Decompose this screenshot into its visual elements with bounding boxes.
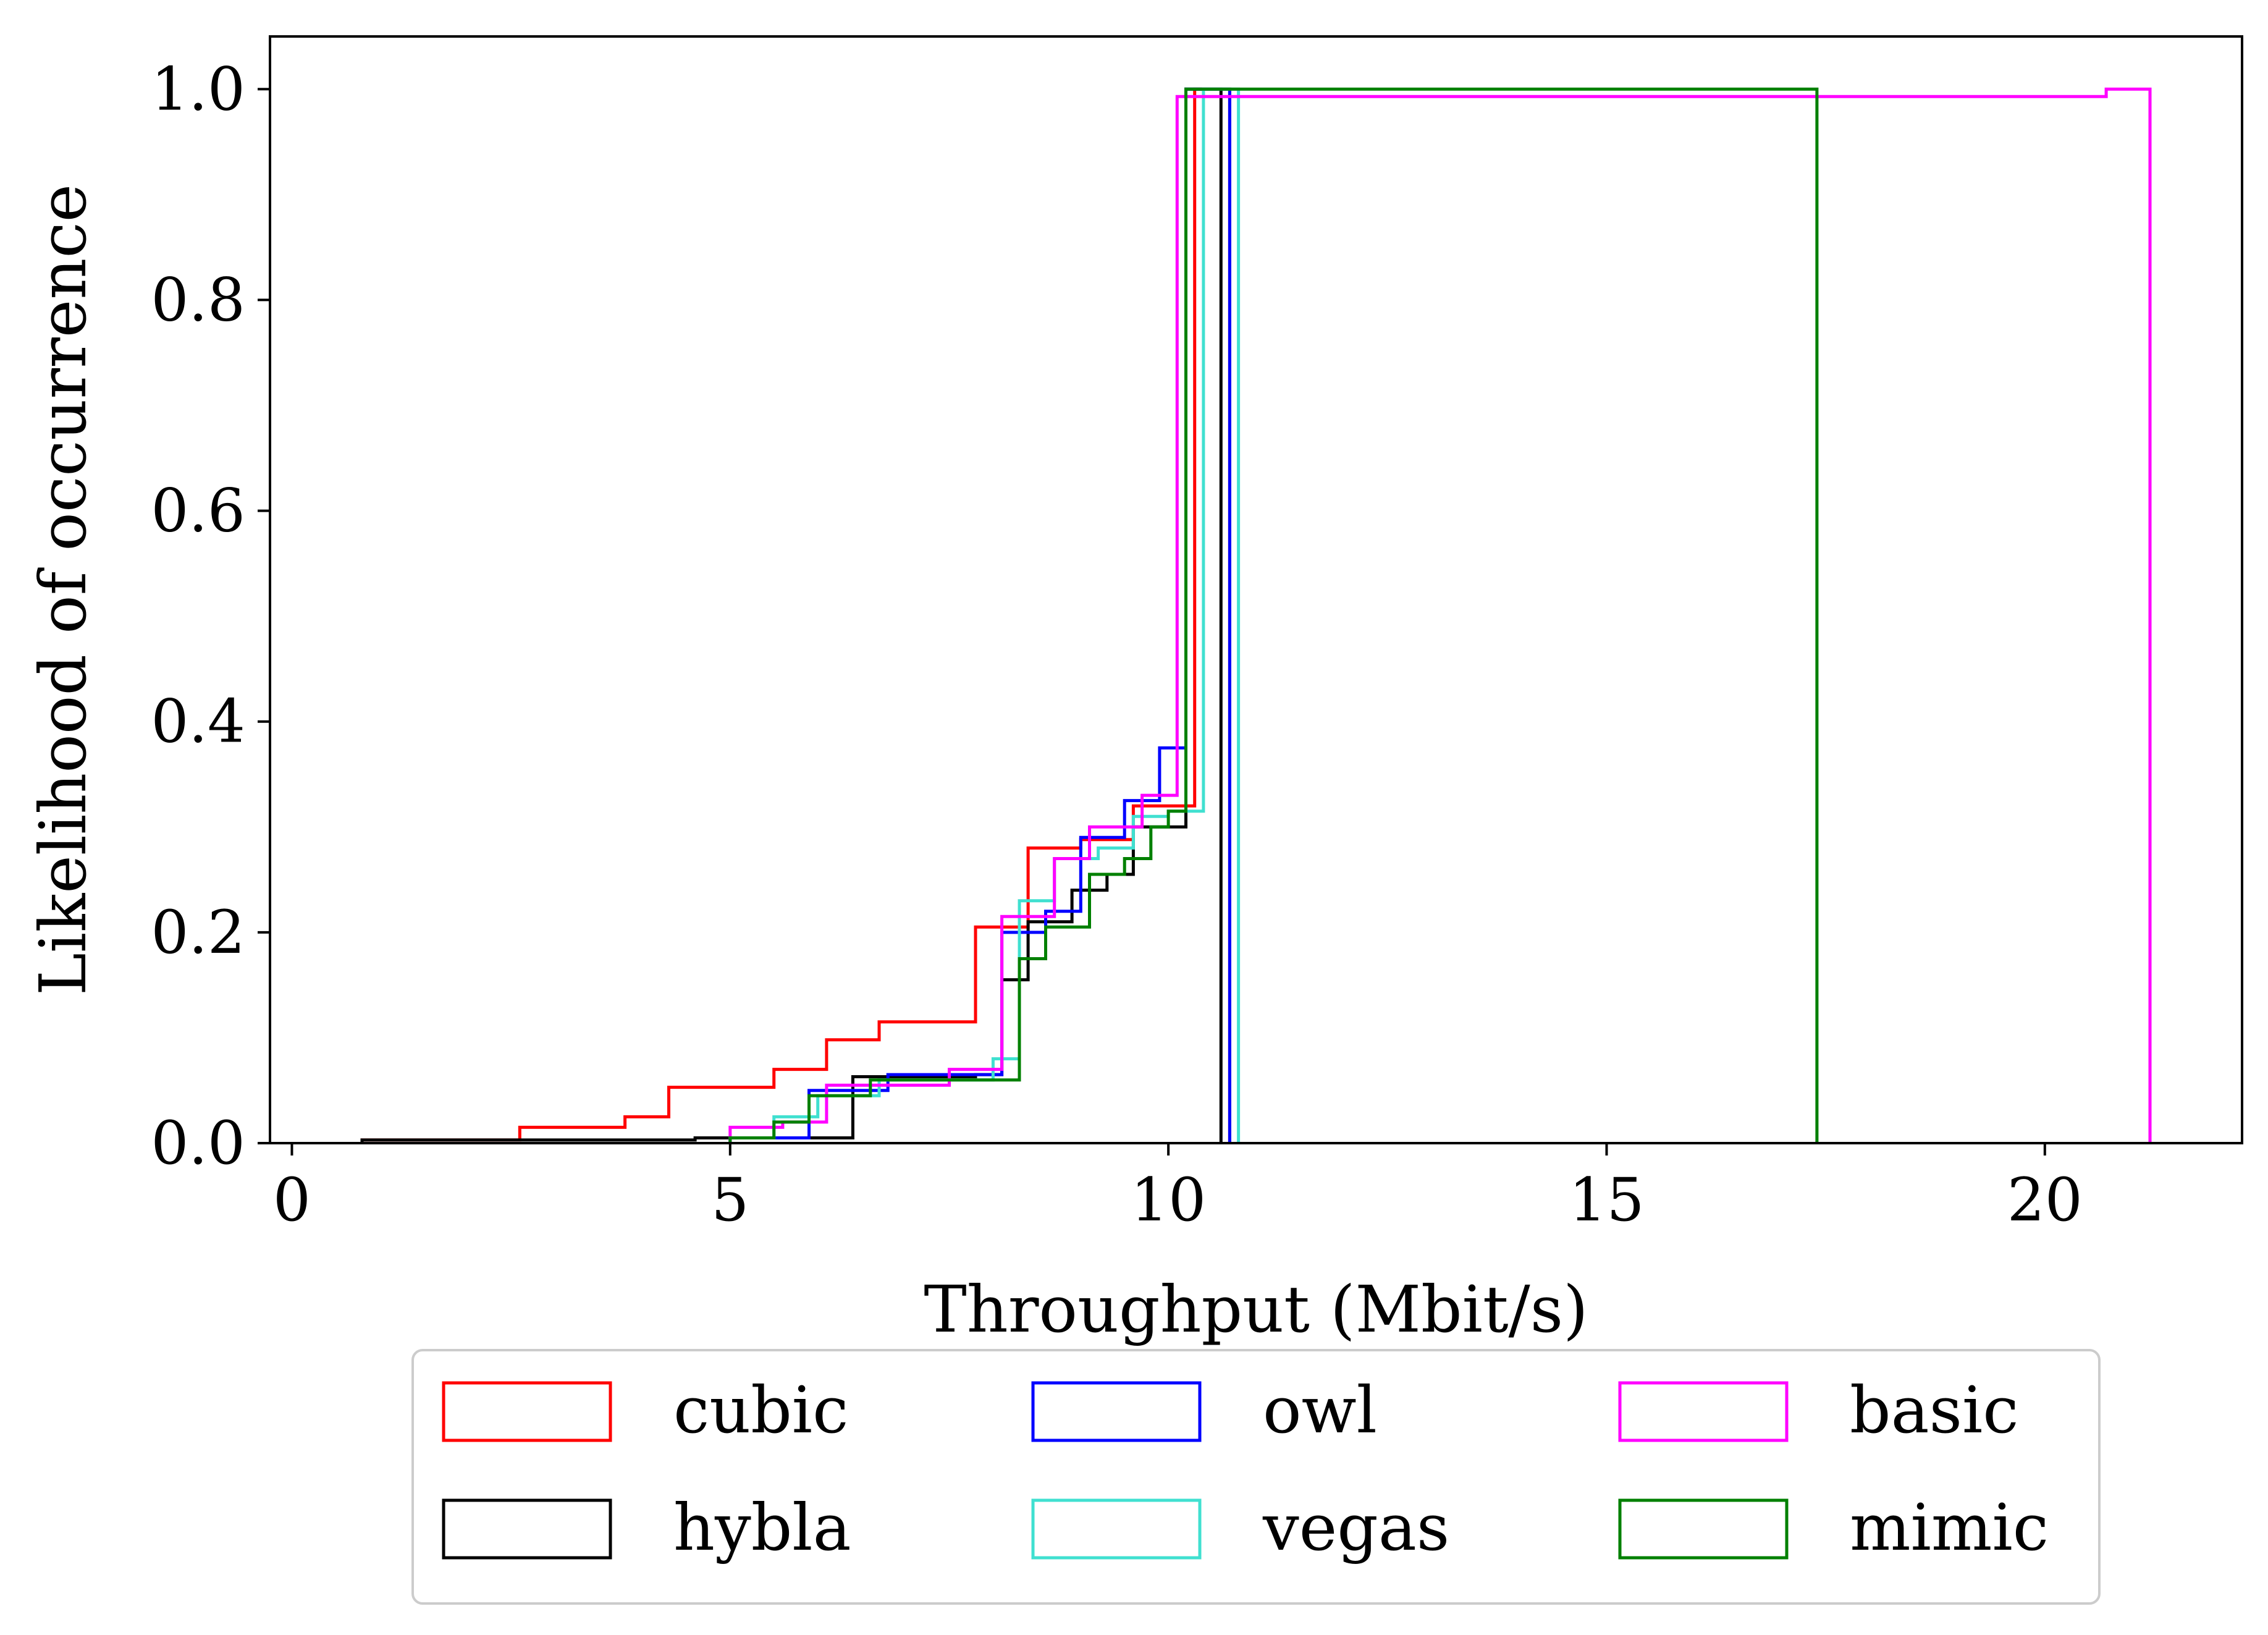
x-tick-label: 20 — [2007, 1165, 2083, 1235]
series-basic — [728, 87, 2152, 1143]
x-axis-label: Throughput (Mbit/s) — [924, 1272, 1588, 1347]
series-hybla — [360, 87, 1223, 1143]
legend-swatch-owl — [1031, 1381, 1202, 1442]
y-tick-label: 0.6 — [151, 476, 245, 546]
x-tick-label: 0 — [273, 1165, 311, 1235]
legend-items: cubic hybla owl vegas basic mimic — [442, 1372, 2049, 1565]
legend-swatch-basic — [1618, 1381, 1789, 1442]
legend-swatch-hybla — [442, 1498, 612, 1560]
legend-label-cubic: cubic — [673, 1372, 848, 1448]
series-layer — [360, 87, 2152, 1143]
series-vegas — [728, 87, 1241, 1143]
y-tick-label: 0.4 — [151, 687, 245, 756]
x-tick-label: 15 — [1569, 1165, 1644, 1235]
x-tick-label: 10 — [1131, 1165, 1206, 1235]
legend-swatch-vegas — [1031, 1498, 1202, 1560]
x-axis-ticks: 0 5 10 15 20 — [273, 1143, 2083, 1235]
legend-label-vegas: vegas — [1262, 1490, 1449, 1565]
x-tick-label: 5 — [711, 1165, 749, 1235]
legend-label-basic: basic — [1850, 1372, 2018, 1448]
legend-swatch-cubic — [442, 1381, 612, 1442]
y-axis-ticks: 0.0 0.2 0.4 0.6 0.8 1.0 — [151, 54, 270, 1178]
y-axis-label: Likelihood of occurrence — [25, 184, 101, 995]
legend-label-hybla: hybla — [673, 1490, 851, 1565]
y-tick-label: 0.0 — [151, 1109, 245, 1178]
legend-box — [411, 1349, 2101, 1605]
legend-label-owl: owl — [1263, 1372, 1377, 1448]
y-tick-label: 0.8 — [151, 265, 245, 334]
y-tick-label: 0.2 — [151, 898, 245, 967]
series-mimic — [728, 87, 1819, 1143]
legend-swatch-mimic — [1618, 1498, 1789, 1560]
series-cubic — [360, 87, 1231, 1143]
series-owl — [728, 87, 1231, 1143]
legend-label-mimic: mimic — [1850, 1490, 2049, 1565]
legend: cubic hybla owl vegas basic mimic — [411, 1349, 2101, 1605]
plot-frame — [269, 35, 2243, 1144]
y-tick-label: 1.0 — [151, 54, 245, 124]
